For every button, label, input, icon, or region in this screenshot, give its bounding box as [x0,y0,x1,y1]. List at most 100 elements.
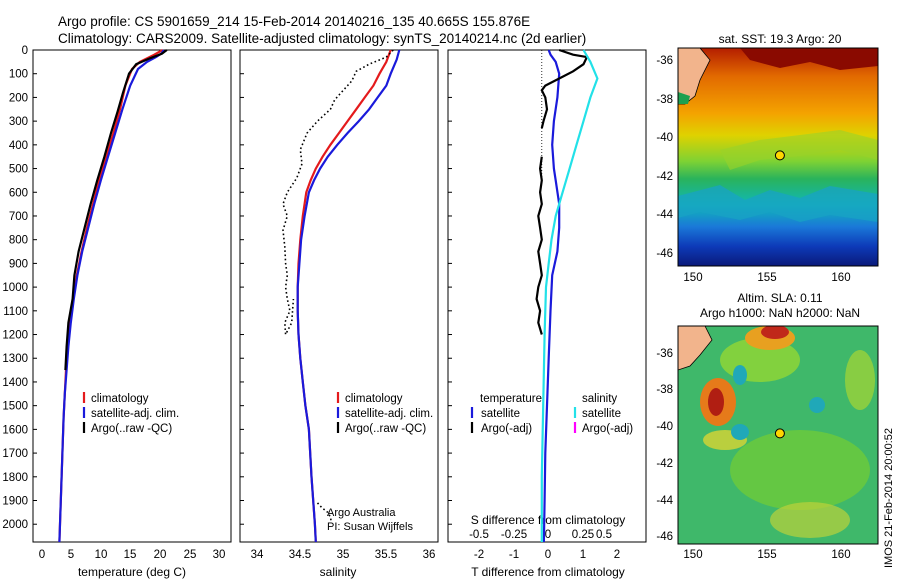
sst-argo-float-marker [774,150,785,161]
depth-ytick: 1200 [2,330,28,342]
sla-xtick: 150 [683,549,702,561]
sla-blob [845,350,875,410]
diff-xtick-m2: -2 [474,549,484,561]
legend-label-argo: Argo(..raw -QC) [345,423,426,435]
diff-sxtick-05: 0.5 [596,529,612,541]
depth-ytick: 100 [9,69,28,81]
depth-ytick: 800 [9,235,28,247]
sla-xtick: 155 [757,549,776,561]
sla-blob [770,502,850,538]
sla-argo-float-marker [774,428,785,439]
sla-map-title-line1: Altim. SLA: 0.11 [737,291,822,305]
sal-xtick-35-5: 35.5 [375,549,397,561]
legend-label-t-satellite: satellite [481,408,520,420]
diff-xtick-0: 0 [545,549,551,561]
sst-field [678,48,878,266]
legend-header-salinity: salinity [582,393,617,405]
legend-label-satellite: satellite-adj. clim. [91,408,179,420]
depth-ytick: 400 [9,140,28,152]
sst-ytick: -40 [656,132,673,144]
depth-ytick: 1100 [3,306,28,318]
depth-ytick: 1400 [2,377,28,389]
temperature-axes-box [32,49,232,543]
sst-warm-core [740,48,878,70]
sst-map-xticks: 150 155 160 [683,272,850,284]
legend-label-argo: Argo(..raw -QC) [91,423,172,435]
temp-xtick-0: 0 [39,549,45,561]
series-argo-deep [316,502,333,522]
sla-blob [733,365,747,385]
temp-xtick-10: 10 [95,549,108,561]
sst-map-title: sat. SST: 19.3 Argo: 20 [719,32,842,46]
depth-y-ticks: 0 100 200 300 400 500 600 700 800 900 1000 1100 1200… [2,45,452,531]
depth-ytick: 1600 [2,424,28,436]
diff-xtick-2: 2 [614,549,620,561]
sst-ytick: -46 [656,248,673,260]
diff-xtick-1: 1 [580,549,586,561]
imos-timestamp: IMOS 21-Feb-2014 20:00:52 [883,428,895,568]
temperature-lines [58,49,168,543]
sst-ytick: -36 [656,55,673,67]
sla-blob [809,397,825,413]
difference-legend-temperature: temperature satellite Argo(-adj) [470,393,542,435]
sla-blob [731,424,749,440]
sst-ytick: -42 [656,171,673,183]
sal-xtick-34-5: 34.5 [289,549,311,561]
diff-xtick-m1: -1 [509,549,519,561]
sst-map: sat. SST: 19.3 Argo: 20 -36 -38 -40 -42 … [656,32,879,284]
depth-ytick: 1300 [2,353,28,365]
depth-ytick: 1800 [2,472,28,484]
sla-field [678,326,878,544]
sla-map-yticks: -36 -38 -40 -42 -44 -46 [656,348,673,543]
salinity-axes-box [239,49,439,543]
depth-ytick: 500 [9,164,28,176]
diff-sxtick-0: 0 [545,529,551,541]
diff-sxtick-m05: -0.5 [469,529,489,541]
temp-xtick-25: 25 [184,549,197,561]
depth-ytick: 900 [9,258,28,270]
sla-ytick: -44 [656,495,673,507]
temp-xtick-20: 20 [154,549,167,561]
series-s-satellite [540,49,599,542]
salinity-legend: climatology satellite-adj. clim. Argo(..… [336,392,433,435]
difference-lines [535,48,599,543]
sst-xtick: 160 [831,272,850,284]
sla-blob [730,430,870,510]
series-t-argo [540,48,589,129]
temp-xtick-5: 5 [68,549,74,561]
difference-x-ticks-T: -2 -1 0 1 2 [474,549,620,561]
temperature-xlabel: temperature (deg C) [78,565,186,579]
salinity-lines [282,49,401,543]
figure-title-line2: Climatology: CARS2009. Satellite-adjuste… [58,31,586,46]
sla-ytick: -42 [656,458,673,470]
sla-blob [761,326,789,339]
temperature-legend: climatology satellite-adj. clim. Argo(..… [82,392,179,435]
sst-xtick: 150 [683,272,702,284]
sla-xtick: 160 [831,549,850,561]
legend-label-climatology: climatology [91,393,149,405]
series-satellite [296,49,401,543]
difference-axes-box [447,49,647,543]
sst-ytick: -44 [656,209,673,221]
sst-ytick: -38 [656,94,673,106]
series-argo [282,49,394,338]
difference-xlabel-salinity: S difference from climatology [471,513,626,527]
credit-line1: Argo Australia [327,507,396,519]
sst-xtick: 155 [757,272,776,284]
depth-ytick: 2000 [2,519,28,531]
sla-blob [708,388,724,416]
legend-label-climatology: climatology [345,393,403,405]
salinity-x-ticks: 34 34.5 35 35.5 36 [251,549,436,561]
depth-ytick: 1000 [2,282,28,294]
temperature-panel: 0 5 10 15 20 25 30 010020030040050060070… [2,45,452,579]
diff-sxtick-m025: -0.25 [501,529,527,541]
sal-xtick-35: 35 [337,549,350,561]
sla-ytick: -40 [656,421,673,433]
diff-sxtick-025: 0.25 [572,529,594,541]
figure-title-line1: Argo profile: CS 5901659_214 15-Feb-2014… [58,14,530,29]
sla-ytick: -46 [656,531,673,543]
depth-ytick: 300 [9,116,28,128]
sal-xtick-36: 36 [423,549,436,561]
series-argo [64,49,168,371]
